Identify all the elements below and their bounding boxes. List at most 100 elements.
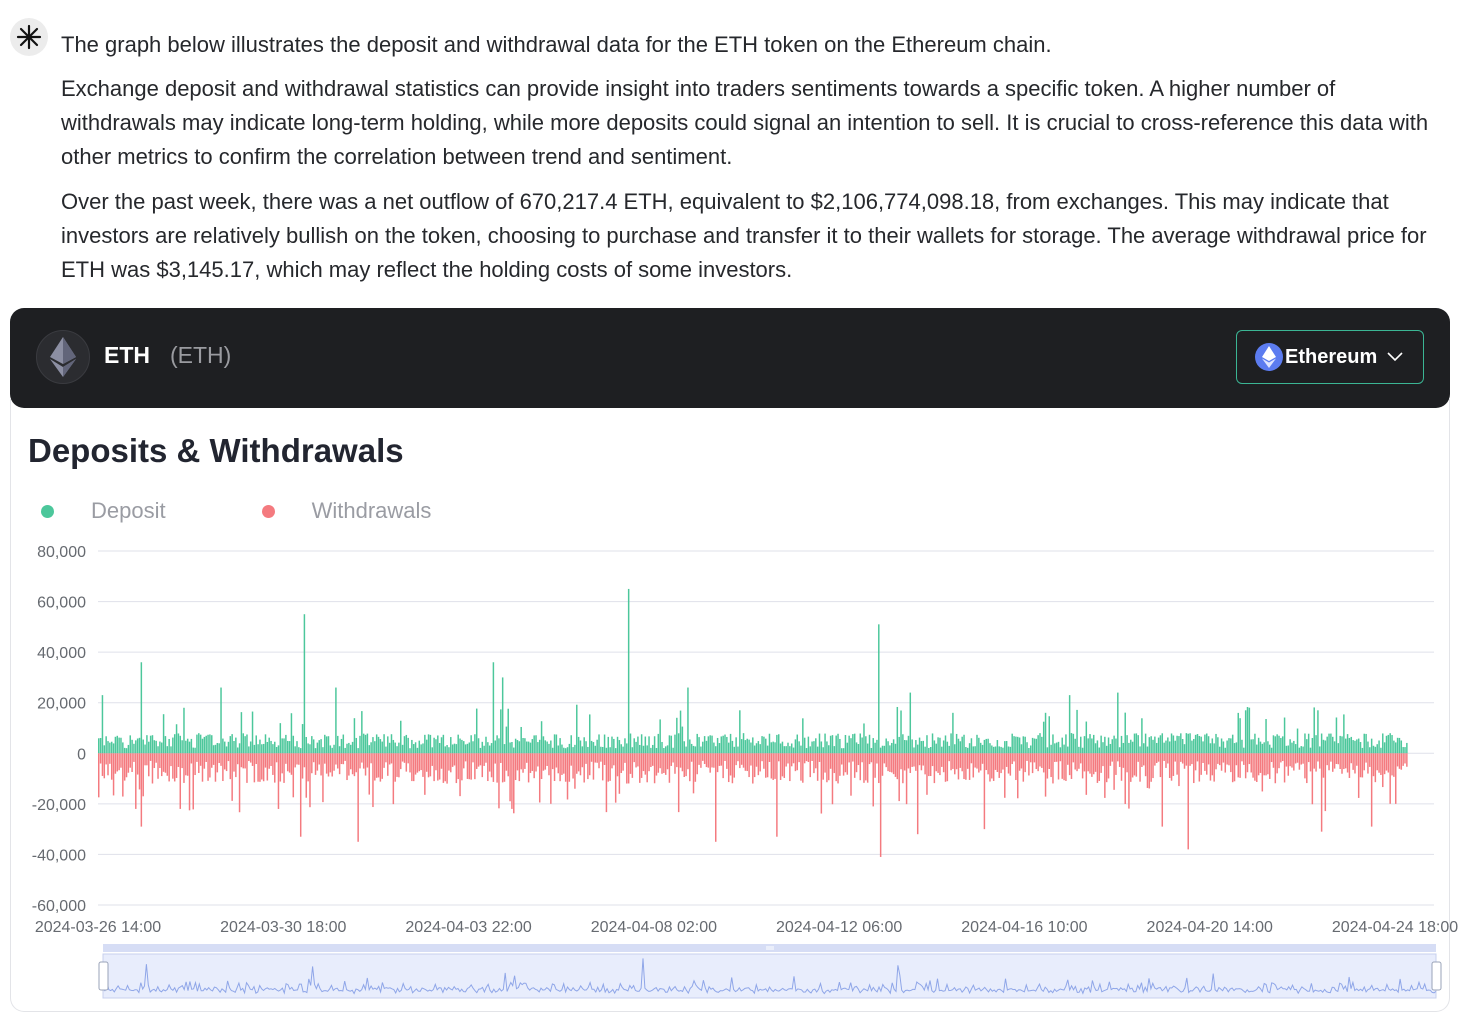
withdrawal-bar <box>1104 753 1106 798</box>
withdrawal-bar <box>1200 753 1202 775</box>
withdrawal-bar <box>753 753 756 778</box>
deposit-bar <box>1100 735 1102 754</box>
deposit-bar <box>1046 747 1049 754</box>
withdrawal-bar <box>483 753 485 766</box>
deposit-bar <box>928 747 930 754</box>
deposit-bar <box>183 707 185 754</box>
withdrawal-bar <box>829 753 832 769</box>
deposit-bar <box>1017 736 1019 754</box>
deposit-bar <box>1202 741 1204 754</box>
withdrawal-bar <box>796 753 799 771</box>
deposit-bar <box>181 740 183 754</box>
withdrawal-bar <box>159 753 161 769</box>
withdrawal-bar <box>1059 753 1062 762</box>
deposit-bar <box>314 748 317 754</box>
deposit-bar <box>1296 728 1299 754</box>
deposit-bar <box>216 742 219 754</box>
zoom-handle-right[interactable] <box>1431 961 1442 991</box>
withdrawal-bar <box>535 753 537 772</box>
withdrawal-bar <box>409 753 411 773</box>
deposit-bar <box>190 738 193 754</box>
deposit-bar <box>976 734 978 754</box>
withdrawal-bar <box>965 753 967 780</box>
deposit-bar <box>388 742 391 754</box>
deposit-bar <box>1395 742 1397 754</box>
legend-item-withdrawals[interactable]: Withdrawals <box>261 498 431 524</box>
withdrawal-bar <box>659 753 661 769</box>
withdrawal-bar <box>1378 753 1380 773</box>
deposit-bar <box>811 741 813 754</box>
deposit-bar <box>149 735 152 754</box>
deposit-bar <box>238 743 241 754</box>
withdrawal-bar <box>181 753 183 769</box>
chain-selector-button[interactable]: Ethereum <box>1236 330 1424 384</box>
deposit-bar <box>398 742 400 754</box>
withdrawal-bar <box>942 753 945 773</box>
deposit-bar <box>409 748 411 754</box>
withdrawal-bar <box>142 753 144 797</box>
withdrawal-bar <box>648 753 650 772</box>
deposit-bar <box>236 747 239 754</box>
deposit-bar <box>770 742 773 754</box>
deposit-bar <box>933 740 936 754</box>
deposit-bar <box>118 737 120 754</box>
legend-item-deposit[interactable]: Deposit <box>41 498 166 524</box>
deposit-bar <box>1024 736 1026 754</box>
withdrawal-bar <box>479 753 482 766</box>
deposit-bar <box>802 718 804 754</box>
deposit-bar <box>1168 741 1171 754</box>
withdrawal-bar <box>878 753 880 784</box>
withdrawal-bar <box>1326 753 1328 766</box>
withdrawal-bar <box>759 753 761 772</box>
chart-title: Deposits & Withdrawals <box>28 432 404 469</box>
deposit-bar <box>716 737 719 754</box>
withdrawal-bar <box>453 753 456 766</box>
deposit-bar <box>1217 737 1219 754</box>
deposit-bar <box>403 736 406 754</box>
withdrawal-bar <box>815 753 817 769</box>
withdrawal-bar <box>727 753 730 783</box>
withdrawal-bar <box>1081 753 1084 779</box>
withdrawal-bar <box>107 753 109 776</box>
deposit-bar <box>457 734 459 754</box>
withdrawal-bar <box>116 753 119 772</box>
deposit-bar <box>1172 735 1175 754</box>
withdrawal-bar <box>537 753 539 767</box>
withdrawal-bar <box>146 753 148 766</box>
deposit-bar <box>870 747 873 754</box>
withdrawal-bar <box>1033 753 1036 763</box>
withdrawal-bar <box>422 753 424 777</box>
deposit-bar <box>1059 747 1062 754</box>
withdrawal-bar <box>589 753 591 776</box>
deposit-bar <box>1076 709 1078 754</box>
withdrawal-bar <box>1248 753 1251 765</box>
deposit-bar <box>891 742 893 754</box>
deposit-bar <box>244 736 246 754</box>
deposit-bar <box>1026 742 1028 754</box>
deposit-bar <box>518 741 521 754</box>
deposit-bar <box>648 736 650 754</box>
withdrawal-bar <box>101 753 104 776</box>
withdrawal-bar <box>437 753 439 781</box>
withdrawal-bar <box>1324 753 1327 812</box>
zoom-handle-left[interactable] <box>98 961 109 991</box>
withdrawal-bar <box>596 753 598 763</box>
withdrawal-bar <box>805 753 808 762</box>
withdrawal-bar <box>122 753 124 797</box>
deposit-bar <box>915 740 917 754</box>
deposit-bar <box>1072 733 1075 754</box>
withdrawal-bar <box>162 753 165 772</box>
withdrawal-bar <box>411 753 413 782</box>
deposit-bar <box>353 718 356 754</box>
deposit-bar <box>338 746 341 754</box>
deposit-bar <box>950 733 952 754</box>
withdrawal-bar <box>196 753 198 762</box>
deposit-bar <box>989 743 991 754</box>
deposit-bar <box>1087 738 1089 754</box>
withdrawal-bar <box>1183 753 1186 769</box>
deposit-bar <box>677 733 680 754</box>
withdrawal-bar <box>1000 753 1002 774</box>
deposit-bar <box>878 624 880 754</box>
deposit-bar <box>918 737 921 754</box>
